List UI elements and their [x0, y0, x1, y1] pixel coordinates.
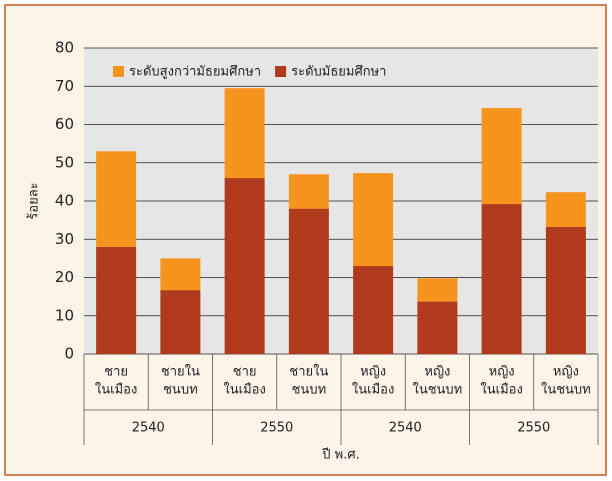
x-tick-label: ชนบท — [163, 383, 198, 398]
x-tick-label: หญิง — [360, 365, 386, 380]
bar-segment — [545, 192, 586, 228]
x-tick-label: ชาย — [104, 365, 128, 380]
y-tick-label: 60 — [55, 115, 74, 133]
group-label: 2550 — [260, 421, 293, 436]
bar-segment — [96, 246, 137, 354]
x-tick-label: ในชนบท — [541, 382, 591, 398]
bar-segment — [288, 174, 329, 209]
legend-swatch — [113, 66, 124, 77]
y-tick-label: 20 — [55, 268, 74, 286]
bar-segment — [160, 290, 201, 354]
x-tick-label: หญิง — [424, 365, 450, 380]
y-tick-label: 80 — [55, 39, 74, 57]
group-label: 2540 — [389, 421, 422, 436]
bar-segment — [417, 278, 458, 302]
y-axis-label: ร้อยละ — [27, 182, 42, 219]
bar-segment — [481, 108, 522, 205]
bar-segment — [160, 258, 201, 291]
legend-swatch — [275, 66, 287, 77]
y-tick-label: 10 — [55, 306, 74, 324]
bar-segment — [545, 227, 586, 354]
x-tick-label: ในเมือง — [352, 382, 394, 398]
x-tick-label: ชายใน — [289, 364, 328, 380]
x-tick-label: หญิง — [553, 365, 579, 380]
bar-segment — [417, 301, 458, 354]
x-tick-label: ในเมือง — [95, 382, 137, 398]
y-tick-label: 50 — [55, 153, 74, 171]
y-tick-label: 30 — [55, 230, 74, 248]
bar-segment — [353, 173, 394, 267]
x-tick-label: ในชนบท — [412, 382, 462, 398]
y-tick-label: 0 — [64, 345, 74, 363]
x-tick-label: ชาย — [233, 365, 257, 380]
x-tick-label: ชนบท — [292, 383, 327, 398]
group-label: 2550 — [517, 421, 550, 436]
y-tick-label: 40 — [55, 192, 74, 210]
legend-label: ระดับมัธยมศึกษา — [291, 65, 386, 80]
bar-segment — [224, 88, 265, 179]
bar-segment — [353, 266, 394, 354]
x-tick-label: ชายใน — [161, 364, 200, 380]
group-label: 2540 — [132, 421, 165, 436]
x-tick-label: หญิง — [489, 365, 515, 380]
bar-segment — [224, 178, 265, 354]
bar-segment — [481, 204, 522, 354]
x-tick-label: ในเมือง — [223, 382, 265, 398]
bar-segment — [288, 208, 329, 354]
x-tick-label: ในเมือง — [480, 382, 522, 398]
legend-label: ระดับสูงกว่ามัธยมศึกษา — [129, 65, 261, 80]
bar-segment — [96, 151, 137, 247]
x-axis-label: ปี พ.ศ. — [321, 447, 360, 463]
y-tick-label: 70 — [55, 77, 74, 95]
